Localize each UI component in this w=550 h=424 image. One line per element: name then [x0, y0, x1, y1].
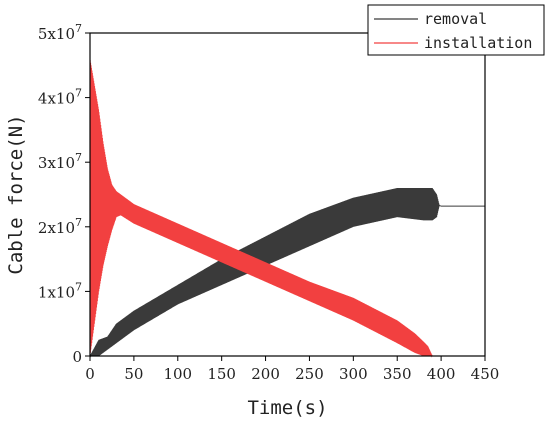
x-tick-label: 100 — [163, 365, 192, 383]
x-axis-ticks: 0 50 100 150 200 250 300 350 400 450 — [85, 356, 499, 383]
x-tick-label: 200 — [251, 365, 280, 383]
y-axis-title: Cable force(N) — [5, 114, 27, 274]
series-installation — [89, 60, 485, 358]
axes-layer — [89, 32, 486, 357]
x-tick-label: 50 — [124, 365, 143, 383]
series-layer — [89, 60, 485, 358]
legend-box — [367, 4, 545, 56]
plot-frame — [89, 32, 486, 357]
y-tick-label: 3x107 — [38, 151, 82, 172]
x-tick-label: 450 — [471, 365, 500, 383]
x-tick-label: 250 — [295, 365, 324, 383]
legend: removal installation — [367, 4, 545, 56]
x-tick-label: 0 — [85, 365, 95, 383]
legend-label-installation: installation — [424, 34, 532, 52]
legend-label-removal: removal — [424, 10, 487, 28]
y-tick-label: 5x107 — [38, 22, 82, 43]
y-axis-ticks: 0 1x107 2x107 3x107 4x107 5x107 — [38, 22, 90, 366]
series-removal — [89, 188, 485, 358]
y-tick-label: 1x107 — [38, 280, 82, 301]
y-tick-label: 0 — [72, 348, 82, 366]
x-tick-label: 400 — [427, 365, 456, 383]
x-tick-label: 150 — [207, 365, 236, 383]
y-tick-label: 4x107 — [38, 87, 82, 108]
y-tick-label: 2x107 — [38, 216, 82, 237]
x-tick-label: 350 — [383, 365, 412, 383]
x-tick-label: 300 — [339, 365, 368, 383]
x-axis-title: Time(s) — [247, 397, 327, 419]
